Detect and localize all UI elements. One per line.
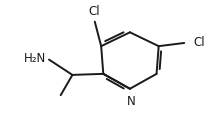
Text: Cl: Cl bbox=[193, 36, 205, 49]
Text: H₂N: H₂N bbox=[24, 52, 46, 65]
Text: N: N bbox=[127, 95, 135, 108]
Text: Cl: Cl bbox=[88, 5, 99, 18]
